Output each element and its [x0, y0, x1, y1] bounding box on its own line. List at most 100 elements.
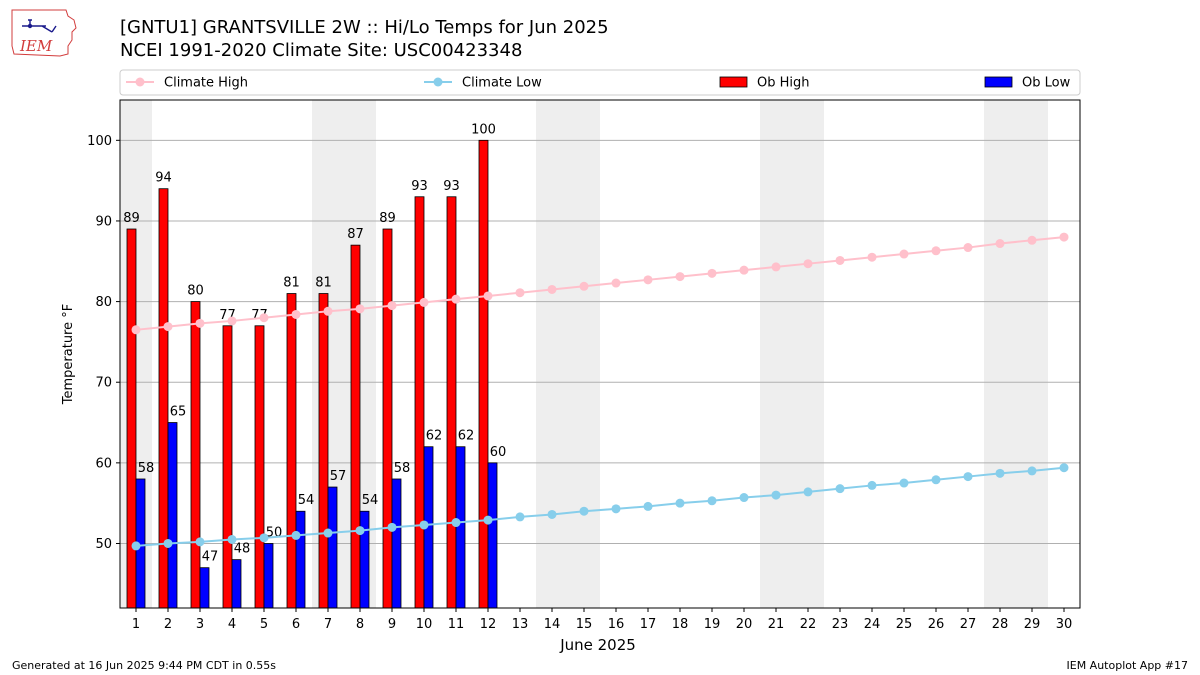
ob-high-label: 94: [155, 171, 172, 186]
climate-high-point: [323, 306, 333, 316]
climate-low-point: [611, 504, 621, 514]
climate-low-point: [259, 533, 269, 543]
y-axis-label: Temperature °F: [61, 304, 76, 405]
x-tick-label: 23: [832, 617, 849, 632]
climate-low-point: [1059, 463, 1069, 473]
climate-low-point: [163, 538, 173, 548]
iem-logo: IEM: [11, 9, 77, 57]
x-tick-label: 18: [672, 617, 689, 632]
ob-high-bar: [318, 293, 329, 609]
ob-low-label: 47: [202, 550, 219, 565]
x-tick-label: 26: [928, 617, 945, 632]
ob-low-label: 62: [426, 429, 443, 444]
x-tick-label: 20: [736, 617, 753, 632]
climate-low-point: [291, 530, 301, 540]
x-tick-label: 25: [896, 617, 913, 632]
legend-climate-low-label: Climate Low: [462, 76, 542, 91]
climate-high-point: [131, 325, 141, 335]
x-tick-label: 10: [416, 617, 433, 632]
x-axis-label: June 2025: [559, 636, 636, 654]
climate-low-point: [963, 472, 973, 482]
climate-low-point: [387, 522, 397, 532]
weekend-band: [536, 100, 568, 608]
climate-high-point: [739, 265, 749, 275]
x-tick-label: 14: [544, 617, 561, 632]
climate-low-point: [835, 484, 845, 494]
ob-high-label: 87: [347, 227, 364, 242]
x-tick-label: 24: [864, 617, 881, 632]
ob-low-bar: [391, 478, 402, 609]
x-tick-label: 8: [356, 617, 364, 632]
legend-ob-low-swatch: [984, 76, 1013, 88]
climate-low-point: [579, 506, 589, 516]
x-tick-label: 13: [512, 617, 529, 632]
x-tick-label: 12: [480, 617, 497, 632]
ob-high-label: 100: [471, 122, 496, 137]
x-tick-label: 2: [164, 617, 172, 632]
weekend-band: [984, 100, 1016, 608]
legend: Climate High Climate Low Ob High Ob Low: [119, 69, 1081, 96]
x-tick-label: 1: [132, 617, 140, 632]
ob-low-label: 58: [394, 461, 411, 476]
ob-high-label: 89: [123, 211, 140, 226]
x-tick-label: 6: [292, 617, 300, 632]
climate-high-line: [135, 236, 1065, 331]
climate-high-point: [899, 249, 909, 259]
climate-high-point: [771, 262, 781, 272]
ob-low-bar: [455, 446, 466, 609]
climate-high-point: [1059, 232, 1069, 242]
climate-low-point: [931, 475, 941, 485]
weekend-band: [792, 100, 824, 608]
legend-ob-high-swatch: [719, 76, 748, 88]
y-tick-label: 100: [87, 134, 112, 149]
weekend-band: [1016, 100, 1048, 608]
climate-high-point: [579, 281, 589, 291]
climate-low-line: [135, 466, 1065, 547]
climate-low-point: [451, 518, 461, 528]
x-tick-label: 29: [1024, 617, 1041, 632]
climate-low-point: [867, 480, 877, 490]
y-tick-label: 70: [95, 376, 112, 391]
climate-high-point: [835, 255, 845, 265]
ob-low-bar: [199, 567, 210, 609]
logo-text: IEM: [19, 37, 53, 55]
x-tick-label: 21: [768, 617, 785, 632]
x-tick-label: 5: [260, 617, 268, 632]
ob-low-label: 65: [170, 405, 187, 420]
climate-low-point: [419, 520, 429, 530]
ob-high-bar: [254, 325, 265, 609]
ob-high-label: 81: [315, 276, 332, 291]
climate-high-point: [515, 288, 525, 298]
y-tick-label: 80: [95, 295, 112, 310]
ob-high-bar: [350, 244, 361, 609]
x-tick-label: 19: [704, 617, 721, 632]
climate-low-point: [675, 498, 685, 508]
ob-low-label: 57: [330, 469, 347, 484]
ob-high-label: 81: [283, 276, 300, 291]
chart-subtitle: NCEI 1991-2020 Climate Site: USC00423348: [120, 40, 523, 61]
climate-low-point: [899, 478, 909, 488]
ob-high-label: 93: [411, 179, 428, 194]
climate-high-point: [931, 246, 941, 256]
x-tick-label: 15: [576, 617, 593, 632]
climate-high-point: [1027, 235, 1037, 245]
x-tick-label: 16: [608, 617, 625, 632]
climate-high-point: [291, 309, 301, 319]
legend-climate-low-marker: [433, 77, 443, 87]
x-tick-label: 22: [800, 617, 817, 632]
climate-low-point: [483, 515, 493, 525]
legend-climate-high-marker: [135, 77, 145, 87]
climate-low-point: [547, 509, 557, 519]
climate-high-point: [611, 278, 621, 288]
ob-low-label: 58: [138, 461, 155, 476]
weekend-band: [568, 100, 600, 608]
ob-high-label: 80: [187, 284, 204, 299]
y-tick-label: 60: [95, 456, 112, 471]
weather-station-dot-icon: [27, 23, 33, 29]
climate-low-point: [1027, 466, 1037, 476]
climate-low-point: [323, 528, 333, 538]
ob-high-bar: [446, 196, 457, 609]
x-tick-label: 9: [388, 617, 396, 632]
ob-low-label: 48: [234, 542, 251, 557]
x-tick-label: 3: [196, 617, 204, 632]
